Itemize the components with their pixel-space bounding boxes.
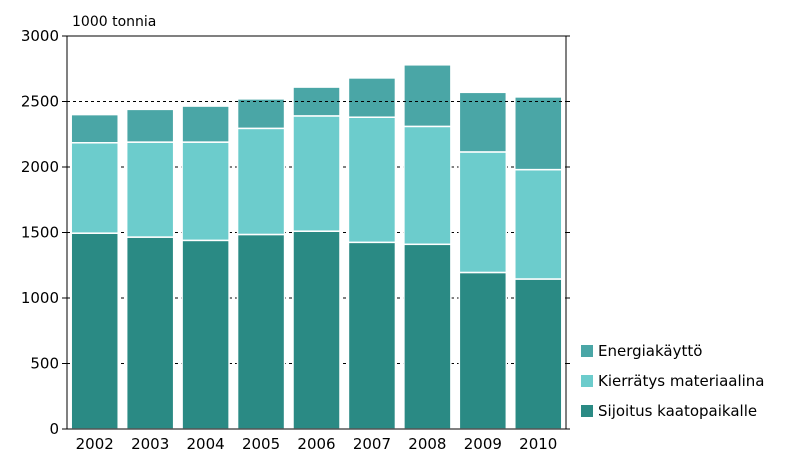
- y-tick-label: 0: [49, 420, 59, 438]
- x-tick-label: 2005: [242, 435, 280, 453]
- x-tick-label: 2006: [297, 435, 335, 453]
- x-tick-label: 2002: [76, 435, 114, 453]
- bar-segment: [403, 243, 452, 430]
- bar-segment: [347, 77, 397, 118]
- legend-label: Kierrätys materiaalina: [598, 372, 765, 390]
- legend-swatch: [581, 375, 593, 387]
- bars: [70, 64, 563, 430]
- bar-segment: [292, 115, 341, 232]
- bar-segment: [347, 116, 397, 244]
- bar-segment: [403, 64, 452, 128]
- y-tick-label: 1000: [21, 289, 59, 307]
- bar-segment: [236, 98, 286, 130]
- bar-segment: [514, 168, 563, 280]
- bar-segment: [403, 125, 452, 246]
- bar-segment: [236, 127, 286, 236]
- y-unit-label: 1000 tonnia: [72, 14, 156, 30]
- y-tick-label: 2500: [21, 93, 59, 111]
- x-tick-label: 2010: [519, 435, 557, 453]
- legend: Energiakäyttö Kierrätys materiaalina Sijoi…: [581, 342, 765, 420]
- y-tick-label: 500: [30, 355, 59, 373]
- legend-label: Energiakäyttö: [598, 342, 702, 360]
- bar-segment: [70, 142, 119, 234]
- bar-segment: [458, 271, 508, 430]
- bar-segment: [458, 91, 508, 153]
- bar-segment: [125, 141, 175, 238]
- bar-segment: [514, 96, 563, 171]
- bar-segment: [125, 236, 175, 430]
- bar-segment: [70, 232, 119, 430]
- bar-segment: [347, 241, 397, 430]
- y-axis-ticks: 0 500 1000 1500 2000 2500 3000: [21, 27, 570, 438]
- legend-swatch: [581, 405, 593, 417]
- x-tick-label: 2009: [464, 435, 502, 453]
- legend-swatch: [581, 345, 593, 357]
- bar-segment: [181, 239, 230, 430]
- x-axis-ticks: 2002 2003 2004 2005 2006 2007 2008 2009 2010: [76, 435, 558, 453]
- y-tick-label: 3000: [21, 27, 59, 45]
- y-tick-label: 1500: [21, 224, 59, 242]
- bar-segment: [125, 108, 175, 143]
- bar-segment: [70, 113, 119, 144]
- bar-segment: [514, 278, 563, 430]
- y-tick-label: 2000: [21, 158, 59, 176]
- legend-label: Sijoitus kaatopaikalle: [598, 402, 757, 420]
- bar-segment: [458, 151, 508, 274]
- x-tick-label: 2004: [187, 435, 225, 453]
- bar-segment: [181, 141, 230, 242]
- bar-segment: [292, 230, 341, 430]
- x-tick-label: 2007: [353, 435, 391, 453]
- bar-segment: [236, 233, 286, 430]
- x-tick-label: 2008: [408, 435, 446, 453]
- x-tick-label: 2003: [131, 435, 169, 453]
- bar-segment: [181, 105, 230, 143]
